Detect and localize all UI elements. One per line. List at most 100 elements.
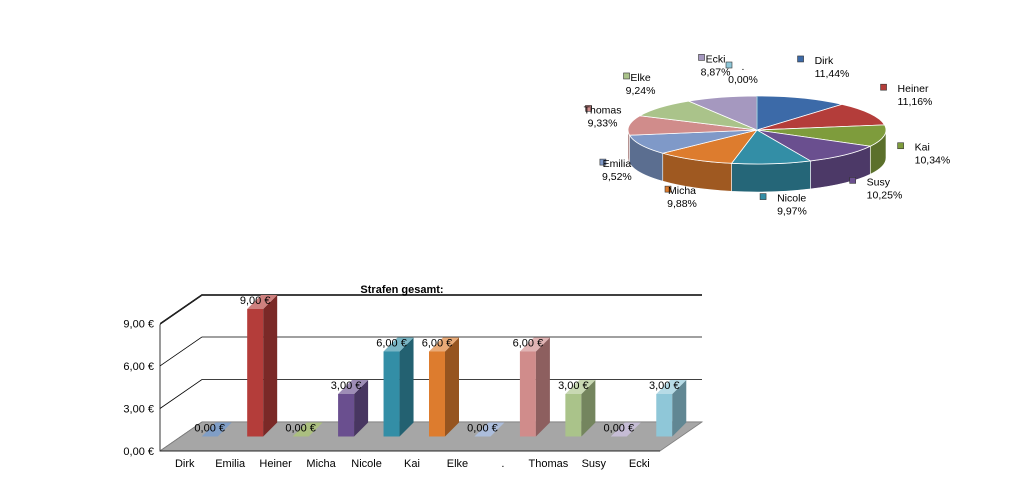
pie-label-pct-thomas: 9,33% <box>588 117 618 129</box>
bar-group: 9,00 € Emilia <box>215 294 278 470</box>
bar <box>247 308 264 437</box>
bar-top <box>565 379 596 394</box>
x-tick-label: Thomas <box>528 458 568 470</box>
bar-top <box>201 422 232 437</box>
bar-side <box>445 337 459 437</box>
x-tick-label: Emilia <box>215 458 246 470</box>
pie-label-pct-dot: 0,00% <box>728 74 758 86</box>
bar-side <box>399 337 414 437</box>
x-tick-label: Heiner <box>259 458 292 470</box>
x-tick-label: Susy <box>582 458 607 470</box>
x-tick-label: . <box>501 458 504 470</box>
pie-label-name-susy: Susy <box>867 176 891 188</box>
pie-sides <box>627 129 887 193</box>
pie-legend-key-kai <box>897 142 904 150</box>
bar-group: 0,00 € Susy <box>582 422 641 470</box>
bar <box>383 351 400 437</box>
pie-label-pct-dirk: 11,44% <box>815 68 850 80</box>
y-tick-label: 3,00 € <box>123 403 154 415</box>
pie-tops <box>627 95 887 165</box>
pie-slice-nicole <box>730 129 812 165</box>
bar <box>519 351 536 437</box>
bar-side <box>354 379 369 437</box>
bar-group: 0,00 € Heiner <box>259 422 323 470</box>
pie-slice-dirk <box>756 95 844 131</box>
bar-value-label: 6,00 € <box>422 337 453 349</box>
pie-label-pct-micha: 9,88% <box>667 198 697 210</box>
pie-legend-key-elke <box>623 72 630 80</box>
bar-value-label: 9,00 € <box>240 295 271 307</box>
pie-slice-kai <box>756 124 887 147</box>
pie-label-name-thomas: Thomas <box>584 104 622 116</box>
pie-label-name-micha: Micha <box>668 185 696 197</box>
bar-side <box>581 379 596 437</box>
bar-top <box>429 337 459 352</box>
x-tick-label: Elke <box>447 458 468 470</box>
pie-legend-key-thomas <box>585 105 592 112</box>
bar-group: 3,00 € Micha <box>306 379 369 470</box>
bar-top <box>383 337 414 352</box>
bar-group: 6,00 € Kai <box>404 337 459 470</box>
pie-label-name-kai: Kai <box>915 142 930 154</box>
pie-label-name-dirk: Dirk <box>815 55 834 67</box>
bar-group: 6,00 € Nicole <box>351 337 414 470</box>
bar-value-label: 0,00 € <box>467 423 498 435</box>
x-tick-label: Ecki <box>629 458 650 470</box>
bar <box>565 393 582 437</box>
pie-label-name-nicole: Nicole <box>777 193 806 205</box>
pie-label-name-heiner: Heiner <box>898 83 929 95</box>
pie-label-pct-heiner: 11,16% <box>898 96 933 108</box>
bar <box>429 351 445 437</box>
bar-group: 0,00 € Elke <box>447 422 505 470</box>
bar-chart-title: Strafen gesamt: <box>360 284 443 296</box>
pie-slice-micha <box>661 129 759 164</box>
x-tick-label: Kai <box>404 458 420 470</box>
bar-group: 0,00 € Dirk <box>175 422 232 470</box>
bar-grid-diag <box>159 295 203 325</box>
bar <box>338 393 355 437</box>
pie-label-pct-susy: 10,25% <box>867 189 903 201</box>
pie-label-pct-ecki: 8,87% <box>701 66 731 78</box>
bar-grid-diag <box>159 294 203 324</box>
pie-slice-susy <box>756 129 872 162</box>
pie-slice-heiner <box>756 103 886 131</box>
bar-top <box>338 379 369 394</box>
pie-label-pct-emilia: 9,52% <box>602 171 632 183</box>
bar-value-label: 0,00 € <box>604 423 635 435</box>
x-tick-label: Dirk <box>175 458 195 470</box>
bar-value-label: 6,00 € <box>376 337 407 349</box>
bar-value-label: 3,00 € <box>649 380 680 392</box>
bar-value-label: 3,00 € <box>331 380 362 392</box>
bar-side <box>535 337 550 437</box>
bar-group: 6,00 €. <box>501 337 550 470</box>
y-tick-label: 6,00 € <box>123 361 154 373</box>
bar-top <box>656 379 687 394</box>
bar-value-label: 6,00 € <box>513 337 544 349</box>
pie-label-pct-elke: 9,24% <box>626 85 656 97</box>
bar-grid-diag <box>159 336 203 367</box>
bar-top <box>474 422 505 437</box>
bar-value-label: 0,00 € <box>285 423 316 435</box>
bar-top <box>519 337 550 352</box>
bar-group: 3,00 € Thomas <box>528 379 596 470</box>
bars: 0,00 € Dirk 9,00 € Emilia 0,00 € Heiner 3,00 €… <box>175 294 687 470</box>
pie-legend-key-susy <box>849 177 856 184</box>
y-tick-label: 0,00 € <box>123 446 154 458</box>
bar-group: 3,00 € Ecki <box>629 379 687 470</box>
bar-value-label: 3,00 € <box>558 380 589 392</box>
y-tick-label: 9,00 € <box>123 318 154 330</box>
bar-side <box>672 379 687 437</box>
pie-label-pct-nicole: 9,97% <box>777 206 807 218</box>
pie-label-pct-kai: 10,34% <box>915 155 951 167</box>
bar <box>656 393 673 437</box>
pie-legend-key-micha <box>664 185 672 193</box>
bar-top <box>247 294 278 309</box>
pie-label-name-dot: . <box>742 61 745 73</box>
bar-top <box>292 422 323 437</box>
pie-legend-key-dirk <box>797 55 804 63</box>
bar-side <box>263 294 278 437</box>
pie-legend-key-emilia <box>599 158 607 166</box>
